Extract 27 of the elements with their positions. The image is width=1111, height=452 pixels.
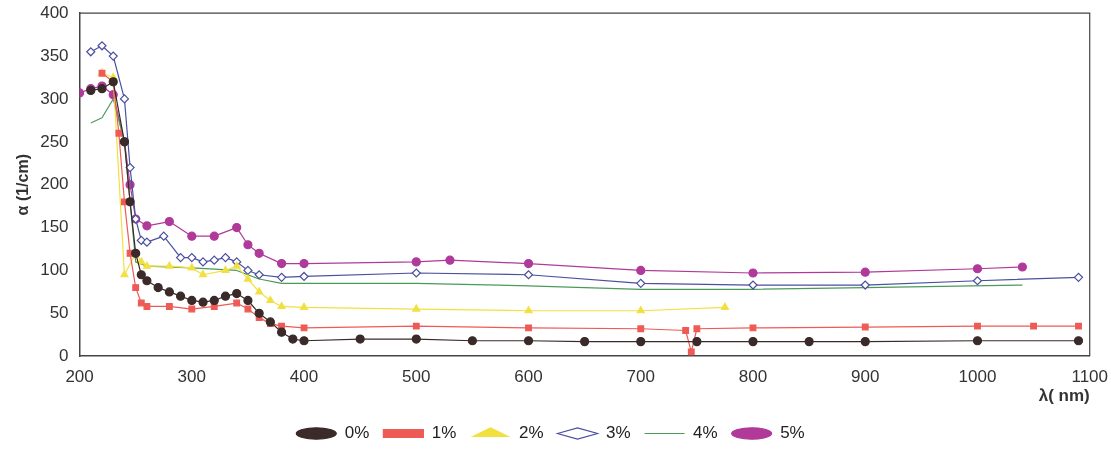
- y-tick-label: 100: [40, 260, 69, 280]
- legend-label: 1%: [431, 423, 457, 443]
- y-tick-label: 300: [40, 88, 69, 108]
- x-tick-label: 800: [738, 367, 768, 387]
- legend-label: 3%: [606, 423, 631, 443]
- x-tick-label: 300: [177, 367, 206, 387]
- legend-label: 4%: [693, 423, 718, 443]
- legend-label: 5%: [780, 423, 805, 443]
- x-tick-label: 900: [851, 367, 880, 387]
- x-tick-label: 700: [626, 367, 655, 387]
- x-tick-label: 400: [289, 367, 319, 387]
- y-tick-label: 150: [40, 217, 69, 237]
- x-tick-label: 600: [514, 367, 543, 387]
- y-tick-label: 200: [40, 174, 69, 194]
- x-axis-title: λ( nm): [1038, 386, 1090, 406]
- y-tick-label: 50: [49, 303, 69, 323]
- y-tick-label: 350: [40, 45, 69, 65]
- legend-label: 2%: [518, 423, 544, 443]
- y-tick-label: 250: [40, 131, 69, 151]
- x-tick-label: 500: [402, 367, 431, 387]
- x-tick-label: 200: [65, 367, 94, 387]
- y-axis-title: α (1/cm): [14, 154, 32, 216]
- y-tick-label: 0: [59, 345, 69, 365]
- x-tick-label: 1000: [958, 367, 997, 387]
- legend-label: 0%: [344, 423, 370, 443]
- x-tick-label: 1100: [1071, 367, 1108, 387]
- y-tick-label: 400: [40, 2, 69, 22]
